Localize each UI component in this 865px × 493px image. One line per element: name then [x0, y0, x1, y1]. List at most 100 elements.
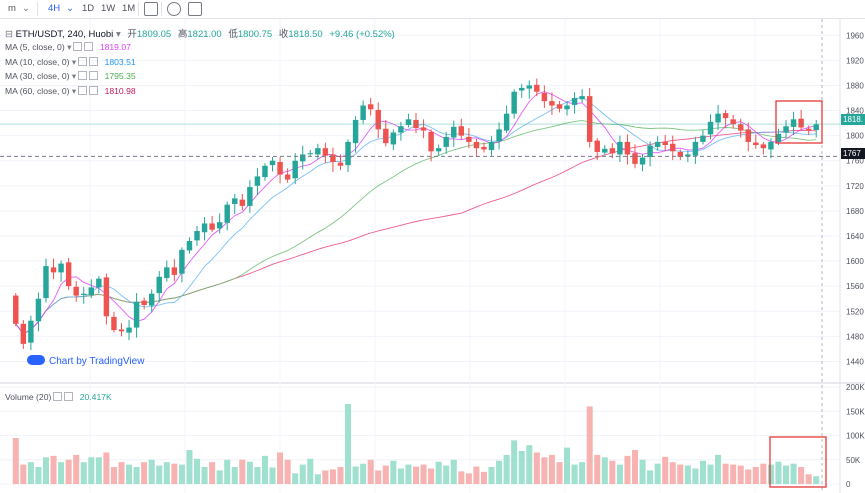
candle-body — [375, 109, 381, 130]
ma5-visibility-icon[interactable] — [73, 42, 83, 51]
candle-body — [571, 98, 578, 105]
low-label: 低 — [228, 29, 238, 40]
candle-body — [239, 199, 246, 206]
interval-1d-button[interactable]: 1D — [82, 3, 95, 14]
candle-body — [43, 266, 49, 299]
volume-bar — [571, 464, 578, 484]
interval-4h-button[interactable]: 4H — [48, 3, 61, 14]
settings-gear-icon[interactable] — [167, 2, 181, 16]
candle-body — [81, 293, 87, 295]
candle-body — [300, 154, 306, 162]
candle-body — [405, 119, 412, 125]
ma5-close-icon[interactable] — [84, 42, 94, 51]
symbol-dropdown-icon[interactable]: ▾ — [115, 29, 121, 40]
interval-1w-button[interactable]: 1W — [101, 3, 116, 14]
candle-body — [632, 153, 638, 164]
interval-dropdown-icon[interactable]: ⌄ — [22, 3, 30, 14]
price-tick-label: 1880 — [846, 81, 864, 90]
ma10-close-icon[interactable] — [89, 57, 99, 66]
volume-bar — [42, 457, 50, 484]
candlestick-series — [13, 78, 819, 351]
ma30-value: 1795.35 — [104, 71, 136, 81]
fullscreen-icon[interactable] — [188, 2, 202, 16]
candle-body — [602, 148, 608, 153]
volume-close-icon[interactable] — [64, 392, 74, 401]
volume-bar — [186, 450, 193, 484]
volume-visibility-icon[interactable] — [53, 392, 63, 401]
candle-body — [783, 126, 789, 133]
candle-body — [337, 162, 344, 166]
ma30-label: MA (30, close, 0) — [5, 71, 70, 81]
volume-bar — [390, 460, 397, 484]
chart-canvas[interactable]: 1440 1480 1520 1560 1600 1640 1680 1720 1760 1800… — [0, 19, 865, 493]
volume-bar — [496, 460, 503, 484]
candle-body — [428, 131, 434, 152]
volume-bar — [556, 462, 563, 484]
chart-type-icon[interactable] — [144, 2, 158, 16]
volume-bar — [261, 455, 268, 484]
volume-bar — [58, 462, 65, 484]
candle-body — [700, 135, 706, 142]
candle-body — [511, 91, 517, 114]
volume-bar — [631, 450, 639, 484]
candle-body — [65, 262, 72, 287]
ma60-close-icon[interactable] — [89, 86, 99, 95]
candle-body — [790, 119, 797, 127]
price-tick-label: 1840 — [846, 107, 864, 116]
volume-bar — [299, 464, 306, 484]
price-tick-label: 1800 — [846, 132, 864, 141]
volume-series — [12, 403, 820, 484]
ma30-visibility-icon[interactable] — [78, 71, 88, 80]
candle-body — [745, 129, 751, 142]
volume-bar — [586, 406, 593, 484]
ma30-dropdown-icon[interactable]: ▾ — [71, 71, 77, 81]
ma30-close-icon[interactable] — [89, 71, 99, 80]
interval-minutes-button[interactable]: m — [8, 3, 16, 14]
candle-body — [564, 105, 570, 110]
grid-lines — [0, 19, 865, 493]
volume-bar — [458, 471, 465, 484]
open-value: 1809.05 — [136, 29, 172, 40]
volume-bar — [639, 459, 646, 484]
candle-body — [35, 298, 42, 322]
ma10-visibility-icon[interactable] — [78, 57, 88, 66]
tradingview-branding[interactable]: Chart by TradingView — [27, 355, 144, 367]
candle-body — [473, 141, 480, 149]
horizontal-line-price-tag: 1767 — [841, 148, 865, 159]
interval-4h-dropdown-icon[interactable]: ⌄ — [66, 3, 74, 14]
candle-body — [420, 127, 427, 131]
volume-bar — [178, 464, 185, 484]
volume-bar — [699, 460, 706, 484]
ma60-dropdown-icon[interactable]: ▾ — [71, 86, 77, 96]
volume-bar — [239, 459, 246, 484]
volume-bar — [730, 464, 737, 484]
volume-bar — [798, 467, 805, 484]
ma60-visibility-icon[interactable] — [78, 86, 88, 95]
volume-bar — [684, 465, 691, 484]
volume-bar — [813, 476, 820, 484]
volume-bar — [616, 464, 623, 484]
volume-bar — [579, 462, 586, 484]
candle-body — [262, 165, 268, 178]
collapse-icon[interactable]: ⊟ — [5, 29, 13, 40]
volume-bar — [307, 458, 314, 484]
candle-body — [20, 323, 27, 344]
branding-text: Chart by TradingView — [49, 356, 145, 367]
volume-bar — [677, 464, 684, 484]
ma10-dropdown-icon[interactable]: ▾ — [71, 57, 77, 67]
volume-bar — [564, 447, 571, 484]
volume-bar — [548, 454, 555, 484]
volume-bar — [35, 467, 42, 484]
candle-body — [617, 141, 623, 155]
candle-body — [352, 119, 359, 144]
ma5-dropdown-icon[interactable]: ▾ — [67, 42, 72, 52]
volume-bar — [292, 473, 299, 484]
candle-body — [284, 174, 291, 180]
volume-bar — [450, 459, 457, 484]
volume-bar — [141, 462, 148, 484]
volume-tick-label: 100K — [846, 432, 865, 441]
interval-1m-button[interactable]: 1M — [122, 3, 136, 14]
chart-toolbar: m ⌄ 4H ⌄ 1D 1W 1M — [0, 0, 865, 19]
candle-body — [451, 126, 457, 138]
close-value: 1818.50 — [288, 29, 323, 40]
